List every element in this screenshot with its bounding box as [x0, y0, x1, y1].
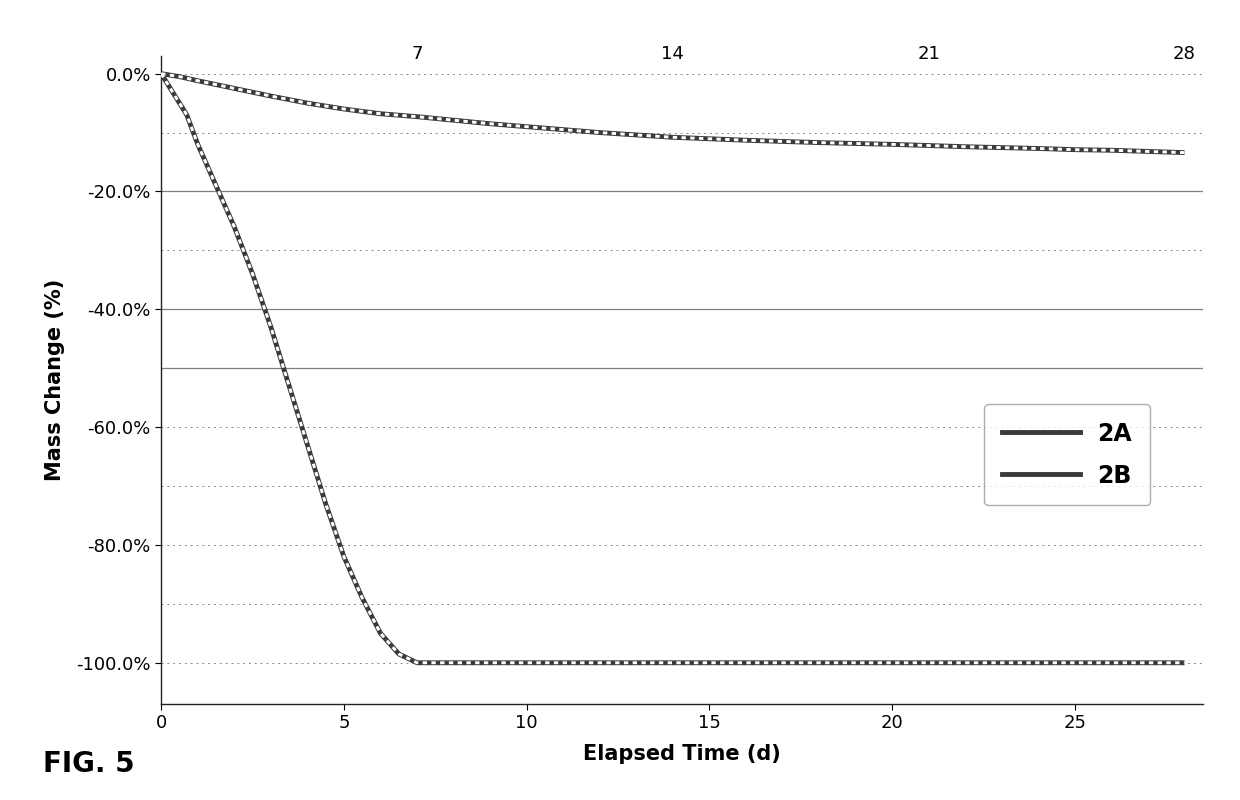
Y-axis label: Mass Change (%): Mass Change (%): [45, 279, 66, 481]
X-axis label: Elapsed Time (d): Elapsed Time (d): [583, 743, 781, 763]
Text: 21: 21: [918, 45, 940, 63]
Text: 7: 7: [412, 45, 423, 63]
Text: 14: 14: [661, 45, 684, 63]
Text: FIG. 5: FIG. 5: [43, 750, 135, 778]
Legend: 2A, 2B: 2A, 2B: [985, 404, 1149, 506]
Text: 28: 28: [1173, 45, 1195, 63]
